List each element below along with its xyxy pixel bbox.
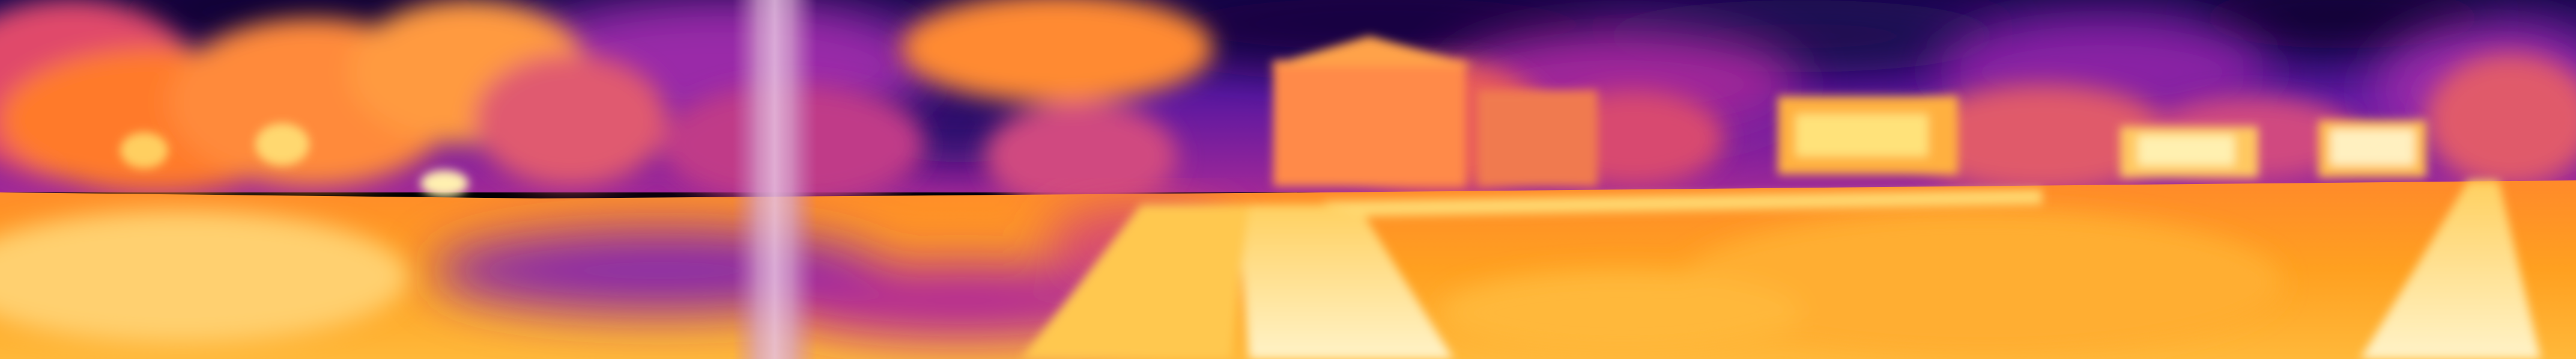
trees-left [0,0,1213,210]
sensor-artifact-column [733,0,817,359]
paths [1021,180,2541,359]
lawn-bright [0,210,2282,355]
warm-spots-left [120,123,468,197]
houses [1267,36,2426,186]
